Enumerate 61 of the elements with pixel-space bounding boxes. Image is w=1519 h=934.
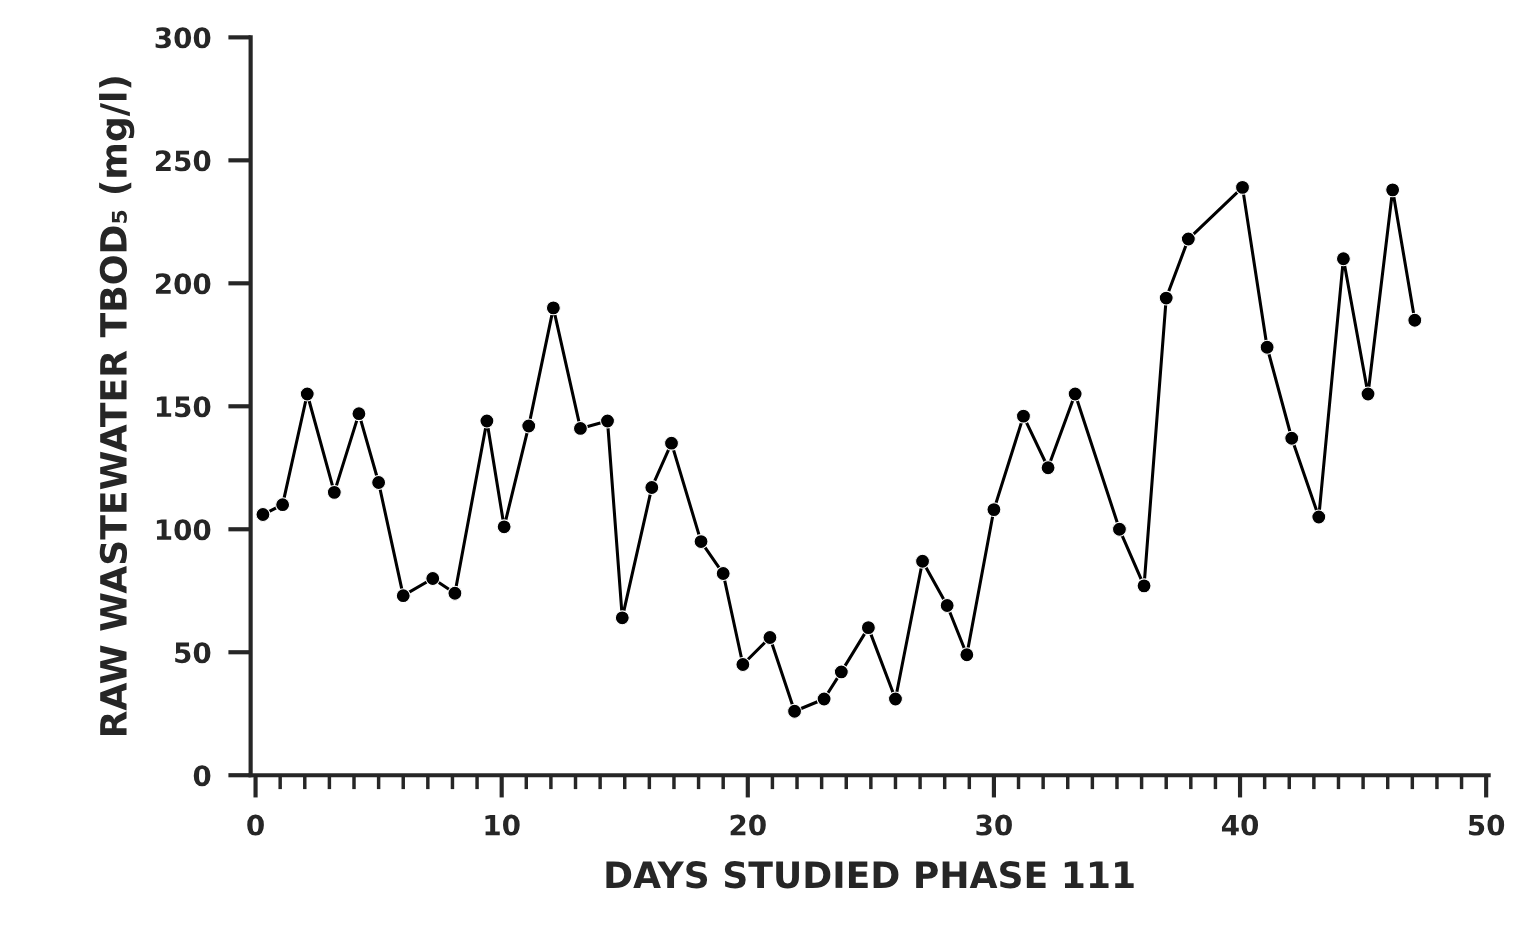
point xyxy=(1259,339,1275,355)
point xyxy=(644,479,660,495)
x-tick-label: 20 xyxy=(730,814,766,836)
point xyxy=(1040,460,1056,476)
y-tick-label: 300 xyxy=(155,27,211,49)
point xyxy=(425,570,441,586)
point xyxy=(888,691,903,707)
point xyxy=(1360,386,1376,402)
point xyxy=(1015,408,1031,424)
point xyxy=(600,413,615,429)
y-tick-label: 250 xyxy=(155,150,211,172)
point xyxy=(395,588,411,604)
point xyxy=(959,647,975,663)
point xyxy=(833,664,849,680)
point xyxy=(816,691,832,707)
point xyxy=(371,475,387,490)
point xyxy=(1111,521,1127,537)
point xyxy=(1407,312,1423,328)
y-tick-label: 100 xyxy=(156,519,211,541)
x-tick-label: 50 xyxy=(1468,814,1505,836)
point xyxy=(664,435,679,451)
point xyxy=(614,610,630,626)
point xyxy=(572,420,588,436)
x-tick-label: 40 xyxy=(1221,814,1259,836)
y-axis-title: RAW WASTEWATER TBOD₅ (mg/l) xyxy=(99,77,135,736)
x-tick-label: 30 xyxy=(976,814,1012,836)
y-tick-label: 0 xyxy=(193,765,211,787)
point xyxy=(735,657,751,673)
point xyxy=(860,620,876,636)
x-tick-label: 10 xyxy=(485,814,520,836)
point xyxy=(479,413,495,429)
point xyxy=(351,406,367,422)
point xyxy=(299,386,315,402)
point xyxy=(693,534,709,550)
point xyxy=(1136,578,1152,594)
y-tick-label: 150 xyxy=(156,396,211,418)
point xyxy=(939,598,955,613)
y-tick-label: 200 xyxy=(155,273,211,295)
point xyxy=(521,418,537,434)
point xyxy=(275,497,291,513)
x-axis-title: DAYS STUDIED PHASE 111 xyxy=(606,861,1134,889)
y-tick-label: 50 xyxy=(175,642,211,664)
point xyxy=(1385,182,1401,198)
point xyxy=(545,300,561,316)
point xyxy=(496,519,512,535)
point xyxy=(787,703,803,719)
point xyxy=(1284,430,1300,446)
point xyxy=(1067,386,1083,402)
point xyxy=(1180,231,1196,247)
point xyxy=(1235,179,1250,195)
point xyxy=(1335,251,1351,267)
point xyxy=(715,566,731,581)
point xyxy=(986,502,1002,518)
point xyxy=(255,507,271,522)
point xyxy=(1158,290,1174,306)
point xyxy=(447,585,463,601)
point xyxy=(326,484,342,500)
point xyxy=(1311,509,1327,525)
point xyxy=(915,553,931,569)
x-tick-label: 0 xyxy=(247,814,264,836)
point xyxy=(762,630,778,645)
